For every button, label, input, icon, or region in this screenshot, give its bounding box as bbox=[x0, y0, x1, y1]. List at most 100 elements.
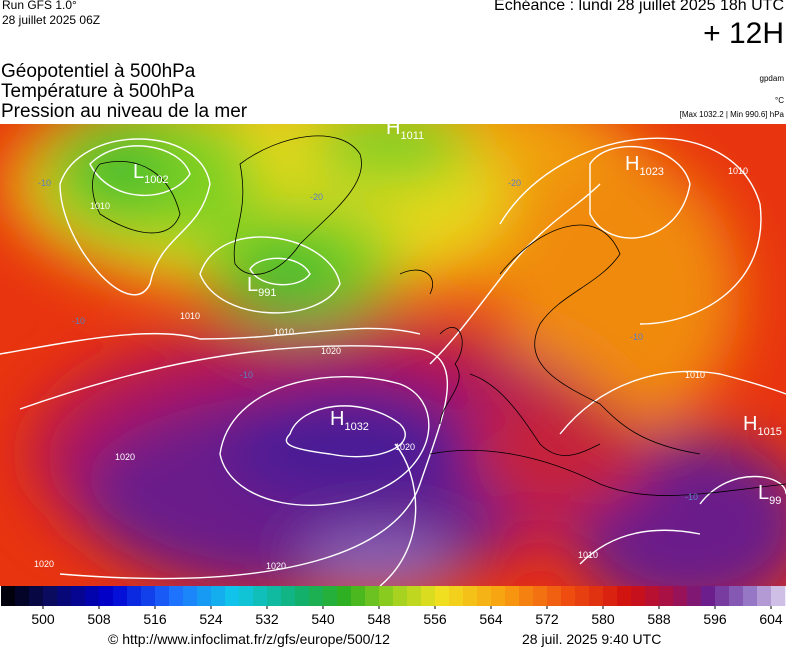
colorbar: 500 508 516 524 532 540 548 556 564 572 580 588 596 6… bbox=[1, 586, 786, 626]
isobar-label: 1010 bbox=[274, 327, 294, 337]
colorbar-swatch bbox=[85, 586, 100, 606]
colorbar-swatch bbox=[505, 586, 520, 606]
pressure-center: H1011 bbox=[386, 124, 424, 142]
colorbar-swatch bbox=[547, 586, 562, 606]
colorbar-tick-label: 580 bbox=[591, 611, 615, 626]
isobar-label: 1020 bbox=[321, 346, 341, 356]
pressure-center: H1023 bbox=[625, 153, 664, 178]
colorbar-swatch bbox=[141, 586, 156, 606]
temperature-label: -10 bbox=[685, 492, 698, 502]
unit-geo: gpdam bbox=[759, 74, 784, 83]
colorbar-swatch bbox=[603, 586, 618, 606]
isobar-label: 1010 bbox=[728, 166, 748, 176]
colorbar-swatch bbox=[575, 586, 590, 606]
pressure-center: L991 bbox=[247, 274, 276, 299]
colorbar-tick-label: 548 bbox=[367, 611, 391, 626]
isobar-label: 1020 bbox=[34, 559, 54, 569]
colorbar-swatch bbox=[71, 586, 86, 606]
title-2: Température à 500hPa bbox=[1, 81, 195, 102]
colorbar-swatch bbox=[757, 586, 772, 606]
colorbar-swatch bbox=[225, 586, 240, 606]
colorbar-swatch bbox=[127, 586, 142, 606]
colorbar-swatch bbox=[393, 586, 408, 606]
colorbar-swatch bbox=[673, 586, 688, 606]
isobar-label: 1020 bbox=[266, 561, 286, 571]
colorbar-swatch bbox=[211, 586, 226, 606]
lead-time: + 12H bbox=[703, 17, 784, 50]
pressure-center: H1032 bbox=[330, 408, 369, 433]
colorbar-swatch bbox=[533, 586, 548, 606]
temperature-label: -10 bbox=[630, 332, 643, 342]
colorbar-swatch bbox=[365, 586, 380, 606]
colorbar-swatch bbox=[183, 586, 198, 606]
temperature-label: -20 bbox=[310, 192, 323, 202]
timestamp: 28 juil. 2025 9:40 UTC bbox=[522, 631, 662, 647]
colorbar-tick-label: 556 bbox=[423, 611, 447, 626]
title-1: Géopotentiel à 500hPa bbox=[1, 61, 196, 82]
colorbar-tick-label: 572 bbox=[535, 611, 559, 626]
temperature-label: -20 bbox=[508, 178, 521, 188]
colorbar-swatch bbox=[729, 586, 744, 606]
colorbar-swatch bbox=[29, 586, 44, 606]
run-date: 28 juillet 2025 06Z bbox=[2, 13, 101, 27]
temperature-field bbox=[0, 124, 786, 586]
run: Run GFS 1.0° bbox=[2, 0, 77, 12]
isobars bbox=[0, 137, 786, 586]
colorbar-swatch bbox=[659, 586, 674, 606]
colorbar-swatch bbox=[15, 586, 30, 606]
colorbar-swatch bbox=[239, 586, 254, 606]
source-url: © http://www.infoclimat.fr/z/gfs/europe/… bbox=[108, 631, 390, 647]
colorbar-swatch bbox=[295, 586, 310, 606]
pressure-center: L99 bbox=[758, 482, 781, 507]
isobar-label: 1010 bbox=[180, 311, 200, 321]
colorbar-swatch bbox=[645, 586, 660, 606]
colorbar-swatch bbox=[701, 586, 716, 606]
colorbar-tick-label: 508 bbox=[87, 611, 111, 626]
colorbar-swatch bbox=[197, 586, 212, 606]
colorbar-swatch bbox=[99, 586, 114, 606]
colorbar-swatch bbox=[589, 586, 604, 606]
colorbar-swatch bbox=[407, 586, 422, 606]
temperature-label: -10 bbox=[38, 178, 51, 188]
map-labels: L1002 L991 H1032 H1023 H1015 L99 H1011 1… bbox=[34, 124, 782, 571]
colorbar-swatch bbox=[351, 586, 366, 606]
valid-time: Echéance : lundi 28 juillet 2025 18h UTC bbox=[494, 0, 784, 14]
colorbar-swatch bbox=[421, 586, 436, 606]
colorbar-tick-label: 588 bbox=[647, 611, 671, 626]
colorbar-tick-label: 596 bbox=[703, 611, 727, 626]
colorbar-swatch bbox=[267, 586, 282, 606]
colorbar-swatch bbox=[435, 586, 450, 606]
map: L1002 L991 H1032 H1023 H1015 L99 H1011 1… bbox=[0, 124, 786, 586]
title-3: Pression au niveau de la mer bbox=[1, 101, 248, 122]
pressure-center: L1002 bbox=[133, 161, 169, 186]
colorbar-tick-label: 540 bbox=[311, 611, 335, 626]
colorbar-swatch bbox=[337, 586, 352, 606]
temperature-label: -10 bbox=[240, 370, 253, 380]
colorbar-swatch bbox=[617, 586, 632, 606]
pressure-center: H1015 bbox=[743, 413, 782, 438]
colorbar-tick-label: 524 bbox=[199, 611, 223, 626]
colorbar-tick-label: 500 bbox=[31, 611, 55, 626]
colorbar-swatch bbox=[743, 586, 758, 606]
colorbar-swatch bbox=[169, 586, 184, 606]
colorbar-swatch bbox=[715, 586, 730, 606]
colorbar-swatch bbox=[771, 586, 786, 606]
colorbar-swatch bbox=[687, 586, 702, 606]
unit-temp: °C bbox=[775, 96, 784, 105]
colorbar-tick-label: 564 bbox=[479, 611, 503, 626]
colorbar-swatch bbox=[491, 586, 506, 606]
colorbar-tick-label: 516 bbox=[143, 611, 167, 626]
colorbar-swatch bbox=[43, 586, 58, 606]
colorbar-swatch bbox=[379, 586, 394, 606]
colorbar-swatch bbox=[1, 586, 16, 606]
temperature-label: -10 bbox=[72, 316, 85, 326]
colorbar-swatch bbox=[323, 586, 338, 606]
colorbar-swatch bbox=[631, 586, 646, 606]
isobar-label: 1020 bbox=[395, 442, 415, 452]
isobar-label: 1010 bbox=[685, 370, 705, 380]
colorbar-swatch bbox=[113, 586, 128, 606]
colorbar-swatch bbox=[253, 586, 268, 606]
colorbar-swatch bbox=[477, 586, 492, 606]
colorbar-swatch bbox=[561, 586, 576, 606]
colorbar-swatch bbox=[449, 586, 464, 606]
